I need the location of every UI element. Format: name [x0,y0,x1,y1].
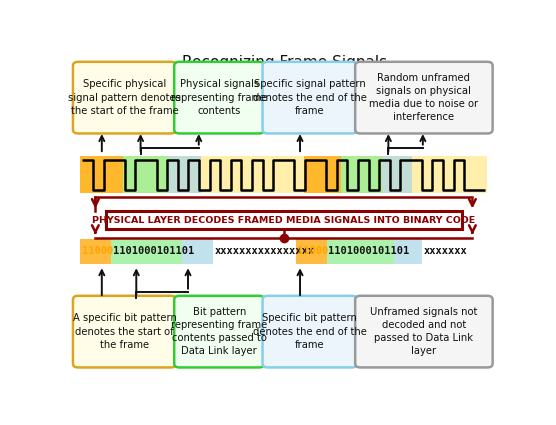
FancyBboxPatch shape [174,296,264,368]
Bar [296,239,327,264]
Bar [80,239,111,264]
Bar [182,239,212,264]
FancyBboxPatch shape [174,62,264,133]
Text: xxxxxxx: xxxxxxx [424,246,468,256]
Bar [111,239,182,264]
FancyBboxPatch shape [262,296,357,368]
Text: Specific signal pattern
denotes the end of the
frame: Specific signal pattern denotes the end … [253,79,366,116]
Bar [382,156,412,193]
Bar [341,156,382,193]
Text: PHYSICAL LAYER DECODES FRAMED MEDIA SIGNALS INTO BINARY CODE: PHYSICAL LAYER DECODES FRAMED MEDIA SIGN… [92,216,475,225]
FancyBboxPatch shape [106,211,461,230]
Text: A specific bit pattern
denotes the start of
the frame: A specific bit pattern denotes the start… [72,313,176,350]
Text: 1101000101101: 1101000101101 [328,246,409,256]
FancyBboxPatch shape [355,62,493,133]
FancyBboxPatch shape [73,62,176,133]
Text: Unframed signals not
decoded and not
passed to Data Link
layer: Unframed signals not decoded and not pas… [370,307,478,357]
Text: Specific physical
signal pattern denotes
the start of the frame: Specific physical signal pattern denotes… [68,79,181,116]
Bar [394,239,421,264]
Text: 1101000101101: 1101000101101 [112,246,194,256]
Bar [168,156,201,193]
Text: Bit pattern
representing frame
contents passed to
Data Link layer: Bit pattern representing frame contents … [171,307,267,357]
Text: Random unframed
signals on physical
media due to noise or
interference: Random unframed signals on physical medi… [369,73,479,122]
FancyBboxPatch shape [262,62,357,133]
Bar [304,156,341,193]
Bar [80,156,488,193]
FancyBboxPatch shape [73,296,176,368]
Text: 11000: 11000 [82,246,113,256]
Text: Physical signals
representing frame
contents: Physical signals representing frame cont… [171,79,267,116]
FancyBboxPatch shape [355,296,493,368]
Text: Specific bit pattern
denotes the end of the
frame: Specific bit pattern denotes the end of … [253,313,366,350]
Bar [123,156,168,193]
Text: Recognizing Frame Signals: Recognizing Frame Signals [182,55,388,70]
Bar [327,239,394,264]
Text: 11000: 11000 [297,246,328,256]
Text: xxxxxxxxxxxxxxxx: xxxxxxxxxxxxxxxx [215,246,315,256]
Bar [80,156,123,193]
